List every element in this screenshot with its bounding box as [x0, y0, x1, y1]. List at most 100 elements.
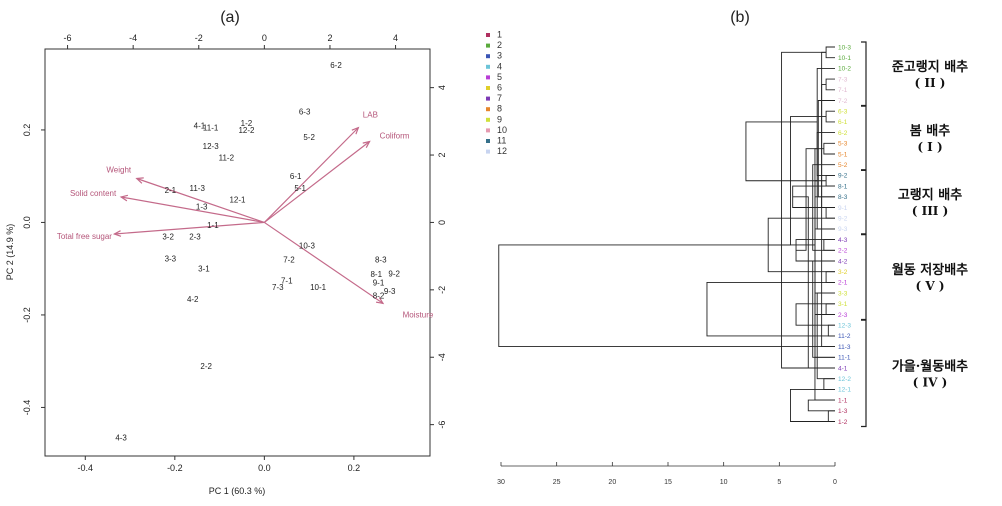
leaf-label: 10-1: [838, 55, 851, 62]
loading-arrowhead: [362, 140, 371, 148]
leaf-label: 3-2: [838, 269, 848, 276]
dendrogram-branch: [812, 51, 827, 208]
loading-arrowhead: [375, 297, 385, 305]
dendrogram-branch: [823, 142, 835, 155]
leaf-label: 11-3: [838, 344, 851, 351]
score-point-label: 2-2: [200, 362, 212, 371]
dendrogram-branch: [825, 271, 835, 283]
leaf-label: 2-2: [838, 248, 848, 255]
score-point-label: 6-3: [299, 107, 311, 116]
leaf-label: 5-2: [838, 162, 848, 169]
legend-label: 2: [497, 40, 502, 50]
panel-b-label: (b): [730, 9, 750, 26]
loading-vectors: LAB Coliform Weight Solid content Total free…: [57, 111, 434, 320]
leaf-label: 1-2: [838, 419, 848, 426]
score-point-label: 2-1: [165, 186, 177, 195]
leaf-label: 6-1: [838, 119, 848, 126]
score-point-label: 1-2: [241, 119, 253, 128]
leaf-label: 8-3: [838, 194, 848, 201]
loading-arrow: [120, 196, 265, 224]
leaf-label: 4-1: [838, 365, 848, 372]
legend-label: 12: [497, 146, 507, 156]
loading-arrowhead: [351, 126, 360, 135]
distance-tick-label: 15: [664, 479, 672, 486]
dendrogram-branch: [814, 196, 835, 294]
leaf-label: 2-1: [838, 280, 848, 287]
legend-label: 4: [497, 61, 502, 71]
legend-swatch: [486, 64, 490, 69]
leaf-label: 12-3: [838, 323, 851, 330]
score-point-label: 9-1: [373, 279, 385, 288]
dendrogram-branch: [825, 78, 835, 91]
leaf-label: 10-2: [838, 66, 851, 73]
leaf-label: 6-2: [838, 130, 848, 137]
dendrogram-branch: [825, 174, 835, 187]
leaf-label: 7-2: [838, 98, 848, 105]
leaf-label: 1-1: [838, 397, 848, 404]
group-number: ( III ): [912, 204, 949, 218]
leaf-label: 5-3: [838, 141, 848, 148]
dendrogram-branch: [827, 324, 835, 337]
legend-label: 7: [497, 93, 502, 103]
score-point-label: 11-1: [203, 124, 219, 133]
top-tick-label: -6: [64, 33, 72, 43]
biplot-frame: [44, 48, 431, 457]
right-tick-label: -6: [437, 421, 447, 429]
score-point-label: 4-1: [194, 121, 206, 130]
x-tick-label: 0.0: [258, 463, 271, 473]
dendrogram-branch: [796, 148, 824, 251]
group-bracket: [861, 234, 867, 321]
group-name: 준고랭지 배추: [892, 59, 968, 75]
dendrogram-branch: [792, 196, 835, 369]
leaf-label: 7-1: [838, 87, 848, 94]
dendrogram-branch: [814, 180, 835, 401]
loading-label: Solid content: [70, 189, 117, 198]
score-point-label: 5-1: [294, 184, 306, 193]
loading-label: Coliform: [380, 132, 410, 141]
y-axis: -0.4 -0.2 0.0 0.2: [22, 124, 45, 416]
legend-label: 8: [497, 104, 502, 114]
leaf-label: 9-2: [838, 173, 848, 180]
score-point-label: 3-1: [198, 265, 210, 274]
dendrogram-branch: [827, 410, 835, 422]
right-tick-label: -2: [437, 286, 447, 294]
legend-swatch: [486, 75, 490, 80]
legend-label: 9: [497, 114, 502, 124]
leaf-label: 6-3: [838, 109, 848, 116]
biplot-panel: (a) -0.4 -0.2 0.0 0.2 -0.4 -0.2 0.0 0.2 -6 -4 -2…: [5, 9, 447, 496]
loading-arrowhead: [135, 177, 144, 184]
y-tick-label: -0.4: [22, 400, 32, 416]
dendrogram-branch: [812, 260, 835, 358]
dendrogram-branch: [825, 303, 835, 315]
group-brackets: 준고랭지 배추( II ) 봄 배추( I ) 고랭지 배추( III ) 월동 저장…: [861, 41, 968, 428]
y-tick-label: 0.0: [22, 216, 32, 229]
score-point-label: 12-1: [229, 195, 246, 204]
legend-label: 10: [497, 125, 507, 135]
legend-swatch: [486, 128, 490, 133]
leaf-label: 7-3: [838, 76, 848, 83]
group-bracket: [861, 105, 867, 171]
legend-swatch: [486, 149, 490, 154]
legend-swatch: [486, 86, 490, 90]
right-tick-label: 0: [437, 220, 447, 225]
x-axis: -0.4 -0.2 0.0 0.2: [78, 456, 360, 473]
score-point-label: 6-2: [330, 61, 342, 70]
group-bracket: [861, 319, 867, 428]
y-tick-label: 0.2: [22, 124, 32, 137]
leaf-label: 12-1: [838, 387, 851, 394]
leaf-label: 1-3: [838, 408, 848, 415]
x-tick-label: -0.4: [78, 463, 94, 473]
x-tick-label: -0.2: [167, 463, 183, 473]
score-point-label: 7-1: [281, 276, 293, 285]
x-axis-title: PC 1 (60.3 %): [209, 486, 266, 496]
group-number: ( V ): [915, 279, 944, 293]
leaf-labels: 10-3 10-1 10-2 7-3 7-1 7-2 6-3 6-1 6-2 5-3 5-1 5-2 9…: [838, 44, 851, 426]
top-axis: -6 -4 -2 0 2 4: [64, 33, 398, 49]
loading-arrow: [264, 221, 384, 304]
leaf-label: 10-3: [838, 44, 851, 51]
score-point-label: 2-3: [189, 232, 201, 241]
score-point-label: 11-2: [219, 154, 235, 163]
group-name: 봄 배추: [910, 123, 950, 139]
